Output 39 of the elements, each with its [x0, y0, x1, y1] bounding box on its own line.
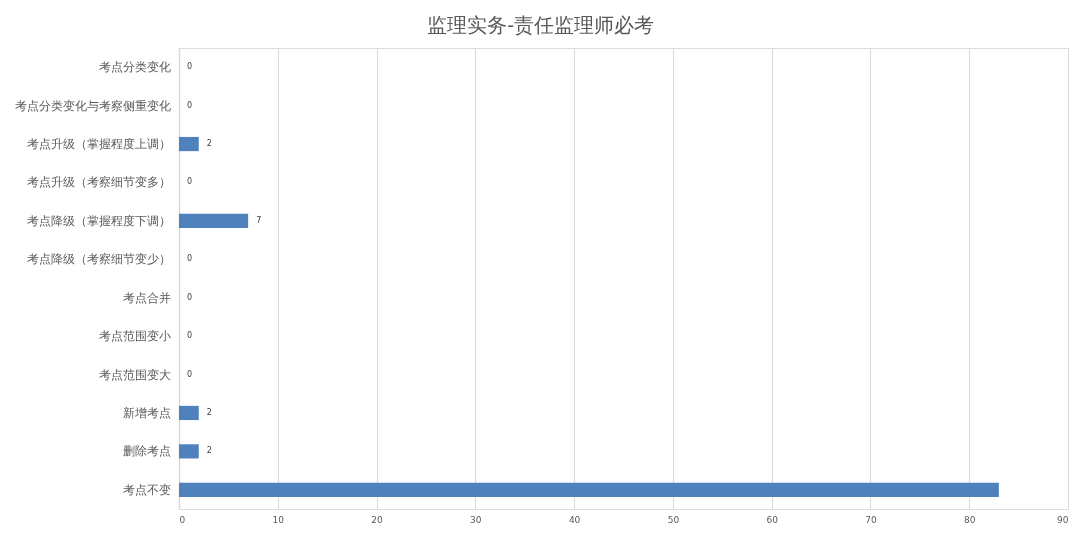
x-tick-label: 50: [667, 514, 680, 525]
data-label: 7: [256, 215, 262, 225]
bar: [179, 444, 199, 459]
data-label: 0: [187, 369, 193, 379]
y-tick-label: 考点分类变化: [98, 60, 171, 75]
data-label: 2: [206, 407, 212, 417]
y-tick-label: 考点范围变小: [98, 329, 171, 344]
x-tick-label: 60: [766, 514, 779, 525]
data-label: 2: [206, 446, 212, 456]
data-label: 2: [206, 139, 212, 149]
y-tick-label: 考点升级（掌握程度上调）: [26, 137, 171, 152]
x-tick-label: 90: [1057, 514, 1069, 525]
x-tick-label: 40: [568, 514, 581, 525]
chart-title: 监理实务-责任监理师必考: [427, 13, 654, 37]
data-label: 0: [187, 62, 193, 72]
y-tick-label: 考点升级（考察细节变多）: [26, 175, 171, 190]
x-tick-label: 0: [179, 514, 186, 525]
y-tick-label: 新增考点: [122, 405, 171, 420]
bar: [179, 213, 249, 228]
bar: [179, 405, 199, 421]
y-tick-label: 删除考点: [122, 444, 171, 459]
data-label: 0: [187, 177, 193, 187]
y-tick-label: 考点合并: [122, 290, 171, 305]
x-tick-label: 10: [272, 514, 285, 525]
y-tick-label: 考点分类变化与考察侧重变化: [14, 98, 171, 113]
y-tick-label: 考点降级（掌握程度下调）: [26, 213, 171, 228]
x-tick-label: 30: [470, 514, 482, 525]
y-tick-label: 考点降级（考察细节变少）: [26, 252, 171, 267]
data-label: 0: [187, 292, 193, 302]
x-tick-label: 70: [865, 514, 877, 525]
data-label: 0: [187, 100, 193, 110]
bar: [179, 482, 999, 497]
bar: [179, 136, 199, 152]
data-label: 0: [187, 331, 193, 341]
x-tick-label: 20: [371, 514, 384, 525]
y-tick-label: 考点范围变大: [98, 367, 171, 382]
y-tick-label: 考点不变: [122, 482, 171, 497]
data-label: 0: [187, 254, 193, 264]
x-tick-label: 80: [964, 514, 976, 525]
